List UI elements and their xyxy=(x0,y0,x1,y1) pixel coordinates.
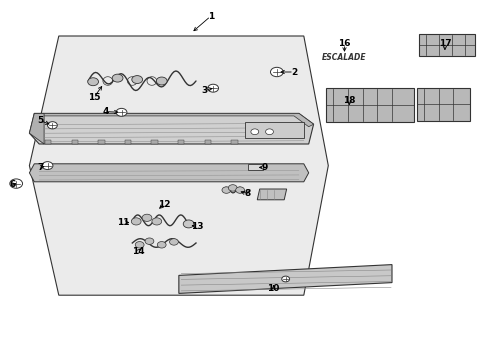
Circle shape xyxy=(228,185,237,191)
Text: 11: 11 xyxy=(117,218,130,227)
Text: 4: 4 xyxy=(102,107,109,116)
Polygon shape xyxy=(29,113,314,144)
Text: 9: 9 xyxy=(261,163,268,172)
Text: 16: 16 xyxy=(338,40,351,49)
Circle shape xyxy=(270,67,283,77)
FancyBboxPatch shape xyxy=(72,140,78,144)
Circle shape xyxy=(251,129,259,135)
Circle shape xyxy=(282,276,290,282)
Text: 3: 3 xyxy=(202,86,208,95)
Polygon shape xyxy=(416,88,470,121)
Text: 8: 8 xyxy=(245,189,250,198)
FancyBboxPatch shape xyxy=(245,122,304,138)
Polygon shape xyxy=(29,36,328,295)
Circle shape xyxy=(142,214,152,221)
Circle shape xyxy=(10,179,23,188)
FancyBboxPatch shape xyxy=(45,140,51,144)
FancyBboxPatch shape xyxy=(125,140,131,144)
Text: ESCALADE: ESCALADE xyxy=(322,53,367,62)
Polygon shape xyxy=(257,189,287,200)
Text: 2: 2 xyxy=(291,68,297,77)
Text: 10: 10 xyxy=(267,284,280,293)
Text: 6: 6 xyxy=(9,180,15,189)
Polygon shape xyxy=(29,164,309,182)
FancyBboxPatch shape xyxy=(231,140,238,144)
Circle shape xyxy=(132,76,143,84)
Polygon shape xyxy=(34,113,314,127)
Text: 15: 15 xyxy=(88,93,100,102)
FancyBboxPatch shape xyxy=(205,140,211,144)
Text: 17: 17 xyxy=(439,40,451,49)
Circle shape xyxy=(183,220,194,228)
Polygon shape xyxy=(326,88,414,122)
Circle shape xyxy=(222,187,231,193)
Text: 5: 5 xyxy=(37,116,43,125)
Circle shape xyxy=(170,239,178,245)
Circle shape xyxy=(145,238,154,244)
Circle shape xyxy=(131,218,141,225)
FancyBboxPatch shape xyxy=(178,140,184,144)
Circle shape xyxy=(152,218,162,225)
Circle shape xyxy=(88,78,98,86)
Circle shape xyxy=(112,74,123,82)
Circle shape xyxy=(42,162,53,170)
Circle shape xyxy=(116,108,127,116)
Text: 1: 1 xyxy=(208,12,214,21)
Polygon shape xyxy=(179,265,392,293)
FancyBboxPatch shape xyxy=(98,140,105,144)
Circle shape xyxy=(236,187,245,193)
Polygon shape xyxy=(29,113,44,144)
Text: 14: 14 xyxy=(132,247,145,256)
Circle shape xyxy=(48,122,57,129)
Circle shape xyxy=(135,242,144,248)
Circle shape xyxy=(156,77,167,85)
Polygon shape xyxy=(419,34,475,56)
Circle shape xyxy=(157,242,166,248)
Text: 18: 18 xyxy=(343,96,356,105)
FancyBboxPatch shape xyxy=(151,140,158,144)
Text: 13: 13 xyxy=(191,222,204,231)
Circle shape xyxy=(266,129,273,135)
Circle shape xyxy=(208,84,219,92)
Text: 7: 7 xyxy=(37,163,44,172)
Text: 12: 12 xyxy=(158,200,171,209)
FancyBboxPatch shape xyxy=(248,164,263,170)
